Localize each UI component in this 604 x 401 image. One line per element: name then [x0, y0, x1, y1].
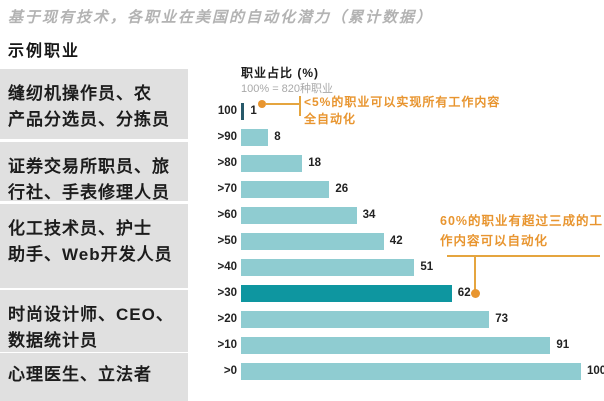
- value-label: 26: [335, 183, 349, 195]
- occupation-box-3: 化工技术员、护士 助手、Web开发人员: [0, 204, 188, 288]
- occupation-box-4: 时尚设计师、CEO、 数据统计员: [0, 290, 188, 352]
- value-label: 42: [389, 235, 403, 247]
- annotation1-line: [266, 103, 299, 105]
- bar-row: >70 26: [203, 176, 603, 202]
- category-label: >40: [217, 261, 237, 273]
- sidebar-heading: 示例职业: [8, 43, 81, 60]
- bar-row: >20 73: [203, 306, 603, 332]
- annotation2-text: 60%的职业有超过三成的工 作内容可以自动化: [440, 214, 604, 248]
- annotation1-tick: [299, 96, 301, 116]
- bar: [241, 128, 269, 146]
- value-label: 73: [495, 313, 508, 325]
- occupation-box-1: 缝纫机操作员、农 产品分选员、分拣员: [0, 69, 188, 139]
- bar-row: >60 34: [203, 202, 603, 228]
- bar-row: 100 1: [203, 98, 603, 124]
- annotation1-text: <5%的职业可以实现所有工作内容 全自动化: [304, 95, 501, 126]
- occupation-box-5: 心理医生、立法者: [0, 353, 188, 401]
- bar: [241, 154, 303, 172]
- bar-row: >30 62: [203, 280, 603, 306]
- category-label: >0: [223, 365, 237, 377]
- value-label: 91: [556, 339, 570, 351]
- category-label: >30: [217, 287, 237, 299]
- category-label: >80: [217, 157, 237, 169]
- bar-row: >0 100: [203, 358, 604, 384]
- bar: [241, 362, 581, 380]
- value-label: 62: [457, 287, 471, 299]
- bar-row: >10 91: [203, 332, 603, 358]
- bar: [241, 310, 490, 328]
- value-label: 18: [308, 157, 321, 169]
- bar: [241, 180, 330, 198]
- bar: [241, 232, 384, 250]
- axis-subtitle: 100% = 820种职业: [241, 83, 334, 95]
- bar: [241, 284, 452, 302]
- category-label: >70: [217, 183, 237, 195]
- bar: [241, 336, 551, 354]
- bar: [241, 258, 415, 276]
- value-label: 100: [587, 365, 604, 377]
- category-label: >60: [217, 209, 237, 221]
- occupation-box-2: 证券交易所职员、旅 行社、手表修理人员: [0, 142, 188, 202]
- bar: [241, 102, 245, 120]
- bar-row: >80 18: [203, 150, 603, 176]
- annotation1-dot: [258, 100, 266, 108]
- category-label: 100: [217, 105, 237, 117]
- value-label: 8: [274, 131, 281, 143]
- axis-title: 职业占比 (%): [241, 66, 319, 80]
- category-label: >10: [217, 339, 237, 351]
- category-label: >90: [217, 131, 237, 143]
- bar-row: >40 51: [203, 254, 603, 280]
- value-label: 1: [250, 105, 257, 117]
- annotation2-line: [474, 255, 476, 291]
- annotation2-dot: [471, 289, 480, 298]
- bar-rows: 100 1 >90 8 >80 18 >70 26 >60 34 >50 42 >40 51 >30 62 >2…: [203, 98, 604, 384]
- bar-row: >50 42: [203, 228, 603, 254]
- annotation2-underline: [447, 255, 600, 257]
- value-label: 34: [362, 209, 376, 221]
- value-label: 51: [420, 261, 434, 273]
- bar: [241, 206, 357, 224]
- category-label: >20: [217, 313, 237, 325]
- page-title: 基于现有技术，各职业在美国的自动化潜力（累计数据）: [8, 10, 434, 26]
- bar-row: >90 8: [203, 124, 603, 150]
- category-label: >50: [217, 235, 237, 247]
